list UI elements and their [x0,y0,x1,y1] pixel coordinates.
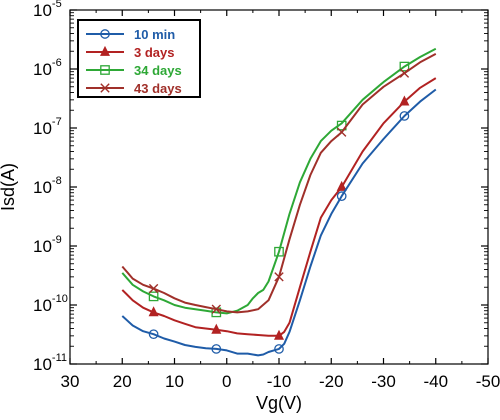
data-point-43-days [274,272,284,282]
data-point-3-days [148,306,159,317]
legend-marker-43-days [100,83,110,93]
data-point-10-min [148,329,159,340]
data-point-43-days [148,283,159,294]
x-tick-label: -50 [476,372,500,391]
series-line-3-days [121,77,437,337]
y-tick-label: 10-9 [33,234,62,256]
data-point-43-days [337,127,347,137]
series-10-min [121,88,437,357]
legend-entry-10-min: 10 min [86,27,175,42]
x-tick-label: 0 [222,372,231,391]
x-axis-title: Vg(V) [256,393,302,413]
data-point-10-min [336,191,347,201]
legend-marker-10-min [100,29,110,39]
y-tick-label: 10-5 [33,0,62,20]
legend: 10 min 3 days 34 days 43 days [77,19,201,98]
legend-entry-3-days: 3 days [86,45,174,60]
data-point-34-days [274,246,284,257]
x-tick-label: -10 [267,372,292,391]
data-point-43-days [211,304,221,314]
x-tick-label: 20 [113,372,132,391]
y-tick-label: 10-10 [33,293,68,315]
data-point-34-days [211,307,222,318]
x-tick-label: 30 [61,372,80,391]
data-point-10-min [274,344,284,354]
legend-marker-3-days [99,45,111,56]
series-line-10-min [121,88,437,357]
series-34-days [121,47,437,318]
x-axis: 30 20 10 0 -10 -20 -30 -40 -50 [61,10,500,391]
x-tick-label: -20 [319,372,344,391]
series-43-days [121,53,437,314]
legend-label-3-days: 3 days [134,45,174,60]
legend-box [77,19,201,98]
data-point-10-min [399,111,410,121]
x-tick-label: -30 [371,372,396,391]
y-tick-label: 10-7 [33,116,62,138]
data-point-34-days [399,61,410,72]
y-tick-label: 10-11 [33,352,67,374]
legend-label-34-days: 34 days [134,63,182,78]
y-axis-title: Isd(A) [0,163,18,211]
legend-entry-34-days: 34 days [86,63,182,78]
y-axis: 10-11 10-10 10-9 10-8 10-7 10-6 10-5 [33,0,488,374]
data-point-34-days [148,291,159,302]
series-layer [121,47,437,357]
data-point-43-days [399,68,410,78]
y-tick-label: 10-8 [33,175,62,197]
series-3-days [121,77,437,340]
data-point-3-days [273,329,285,340]
legend-marker-34-days [100,65,110,75]
legend-entry-43-days: 43 days [86,81,182,96]
series-line-43-days [121,53,437,314]
data-point-3-days [211,323,222,334]
y-tick-label: 10-6 [33,57,62,79]
data-point-3-days [336,180,347,191]
x-tick-label: -40 [423,372,448,391]
legend-label-10-min: 10 min [134,27,175,42]
x-tick-label: 10 [165,372,184,391]
data-point-3-days [399,95,410,106]
legend-label-43-days: 43 days [134,81,182,96]
series-line-34-days [121,47,437,315]
data-point-10-min [211,344,222,354]
